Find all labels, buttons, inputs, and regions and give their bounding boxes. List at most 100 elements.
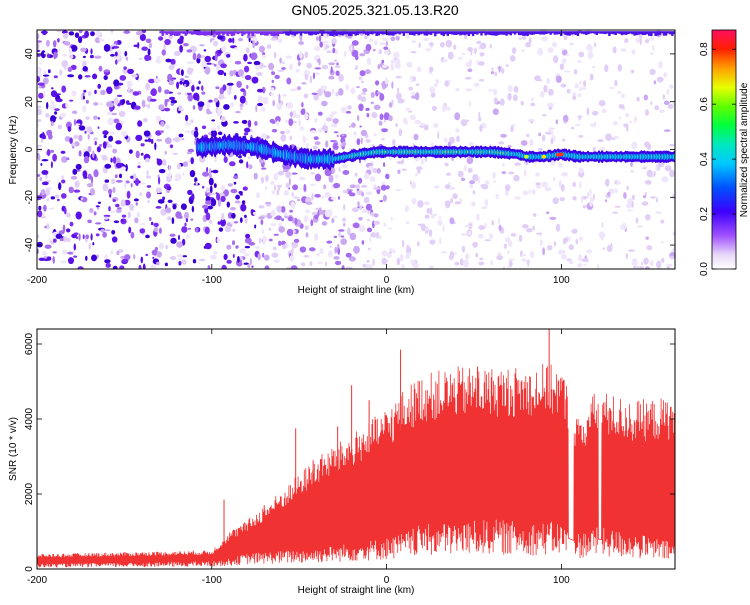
spectrogram-cell: [289, 63, 293, 71]
spectrogram-cell: [352, 222, 360, 229]
spectrogram-cell: [646, 245, 653, 251]
spectrogram-cell: [414, 119, 422, 125]
spectrogram-cell: [186, 233, 190, 239]
spectrogram-cell: [375, 80, 380, 86]
spectrogram-cell: [223, 104, 230, 110]
spectrogram-cell: [131, 74, 138, 78]
spectrogram-cell: [530, 97, 534, 102]
spectrogram-cell: [148, 56, 152, 61]
spectrogram-cell: [192, 92, 200, 101]
spectrogram-cell: [102, 141, 107, 149]
spectrogram-cell: [213, 183, 217, 189]
spectrogram-cell: [37, 174, 41, 177]
spectrogram-cell: [293, 31, 296, 36]
spectrogram-cell: [486, 31, 489, 35]
spectrogram-cell: [507, 92, 512, 101]
spectrogram-cell: [125, 56, 129, 61]
spectrogram-cell: [245, 31, 248, 34]
spectrogram-cell: [324, 91, 332, 98]
spectrogram-cell: [436, 31, 439, 34]
spectrogram-cell: [60, 150, 66, 154]
spectrogram-cell: [390, 216, 393, 221]
spectrogram-cell: [286, 228, 294, 237]
spectrogram-cell: [650, 31, 653, 37]
spectrogram-cell: [209, 185, 213, 194]
spectrogram-cell: [244, 245, 250, 249]
spectrogram-cell: [196, 86, 200, 90]
spectrogram-cell: [390, 59, 396, 64]
spectrogram-cell: [313, 93, 320, 101]
spectrogram-cell: [452, 193, 458, 200]
spectrogram-cell: [237, 256, 240, 263]
spectrogram-cell: [331, 88, 335, 95]
spectrogram-cell: [155, 58, 162, 64]
spectrogram-cell: [469, 221, 474, 224]
spectrogram-cell: [671, 31, 674, 36]
spectrogram-cell: [317, 88, 323, 96]
spectrogram-cell: [343, 31, 347, 35]
spectrogram-cell: [423, 201, 431, 206]
spectrogram-cell: [320, 31, 324, 36]
spectrogram-cell: [237, 69, 244, 77]
spectrogram-cell: [332, 47, 336, 54]
spectrogram-cell: [270, 92, 275, 96]
spectrogram-cell: [351, 49, 359, 58]
spectrogram-cell: [643, 31, 647, 35]
spectrogram-cell: [492, 88, 498, 96]
spectrogram-cell: [119, 75, 127, 81]
spectrogram-cell: [264, 202, 272, 204]
spectrogram-cell: [369, 176, 376, 183]
spectrogram-cell: [118, 110, 126, 118]
spectrogram-cell: [248, 164, 253, 170]
spectrogram-cell: [164, 150, 167, 155]
spectrogram-cell: [671, 102, 674, 106]
spectrogram-cell: [507, 145, 512, 148]
spectrogram-cell: [164, 262, 168, 267]
spectrogram-cell: [281, 67, 286, 70]
spectrogram-cell: [100, 89, 106, 96]
spectrogram-cell: [441, 59, 449, 63]
spectrogram-cell: [94, 55, 102, 59]
spectrogram-cell: [61, 30, 68, 34]
spectrogram-cell: [96, 146, 101, 153]
spectrogram-cell: [535, 172, 540, 177]
spectrogram-cell: [190, 157, 194, 165]
spectrogram-cell: [284, 215, 288, 219]
spectrogram-cell: [46, 198, 50, 202]
spectrogram-cell: [290, 201, 296, 210]
spectrogram-cell: [230, 102, 234, 108]
spectrogram-cell: [419, 31, 422, 35]
spectrogram-cell: [277, 184, 283, 188]
spectrogram-cell: [140, 152, 144, 156]
spectrogram-cell: [320, 85, 327, 91]
spectrogram-cell: [42, 74, 50, 77]
spectrogram-cell: [84, 30, 89, 38]
spectrogram-cell: [37, 123, 40, 128]
spectrogram-cell: [633, 266, 640, 269]
spectrogram-cell: [92, 150, 95, 159]
spectrogram-cell: [522, 35, 527, 40]
spectrogram-cell: [165, 244, 169, 250]
spectrogram-cell: [181, 226, 188, 233]
spectrogram-cell: [150, 264, 156, 269]
spectrogram-cell: [295, 114, 301, 119]
spectrogram-cell: [291, 192, 294, 197]
spectrogram-cell: [168, 80, 174, 86]
spectrogram-cell: [563, 121, 567, 124]
spectrogram-cell: [423, 31, 426, 36]
spectrogram-cell: [561, 58, 567, 64]
spectrogram-cell: [365, 107, 370, 111]
spectrogram-cell: [449, 186, 456, 191]
spectrogram-cell: [163, 33, 167, 39]
spectrogram-cell: [113, 55, 121, 60]
snr-xlabel: Height of straight line (km): [298, 585, 415, 596]
spectrogram-cell: [178, 31, 181, 36]
spectrogram-cell: [273, 173, 279, 181]
spectrogram-cell: [258, 45, 265, 53]
spectrogram-cell: [120, 199, 126, 207]
spectrogram-cell: [474, 31, 477, 34]
spectrogram-cell: [180, 31, 183, 34]
spectrogram-cell: [440, 31, 443, 35]
spectrogram-cell: [469, 180, 475, 185]
